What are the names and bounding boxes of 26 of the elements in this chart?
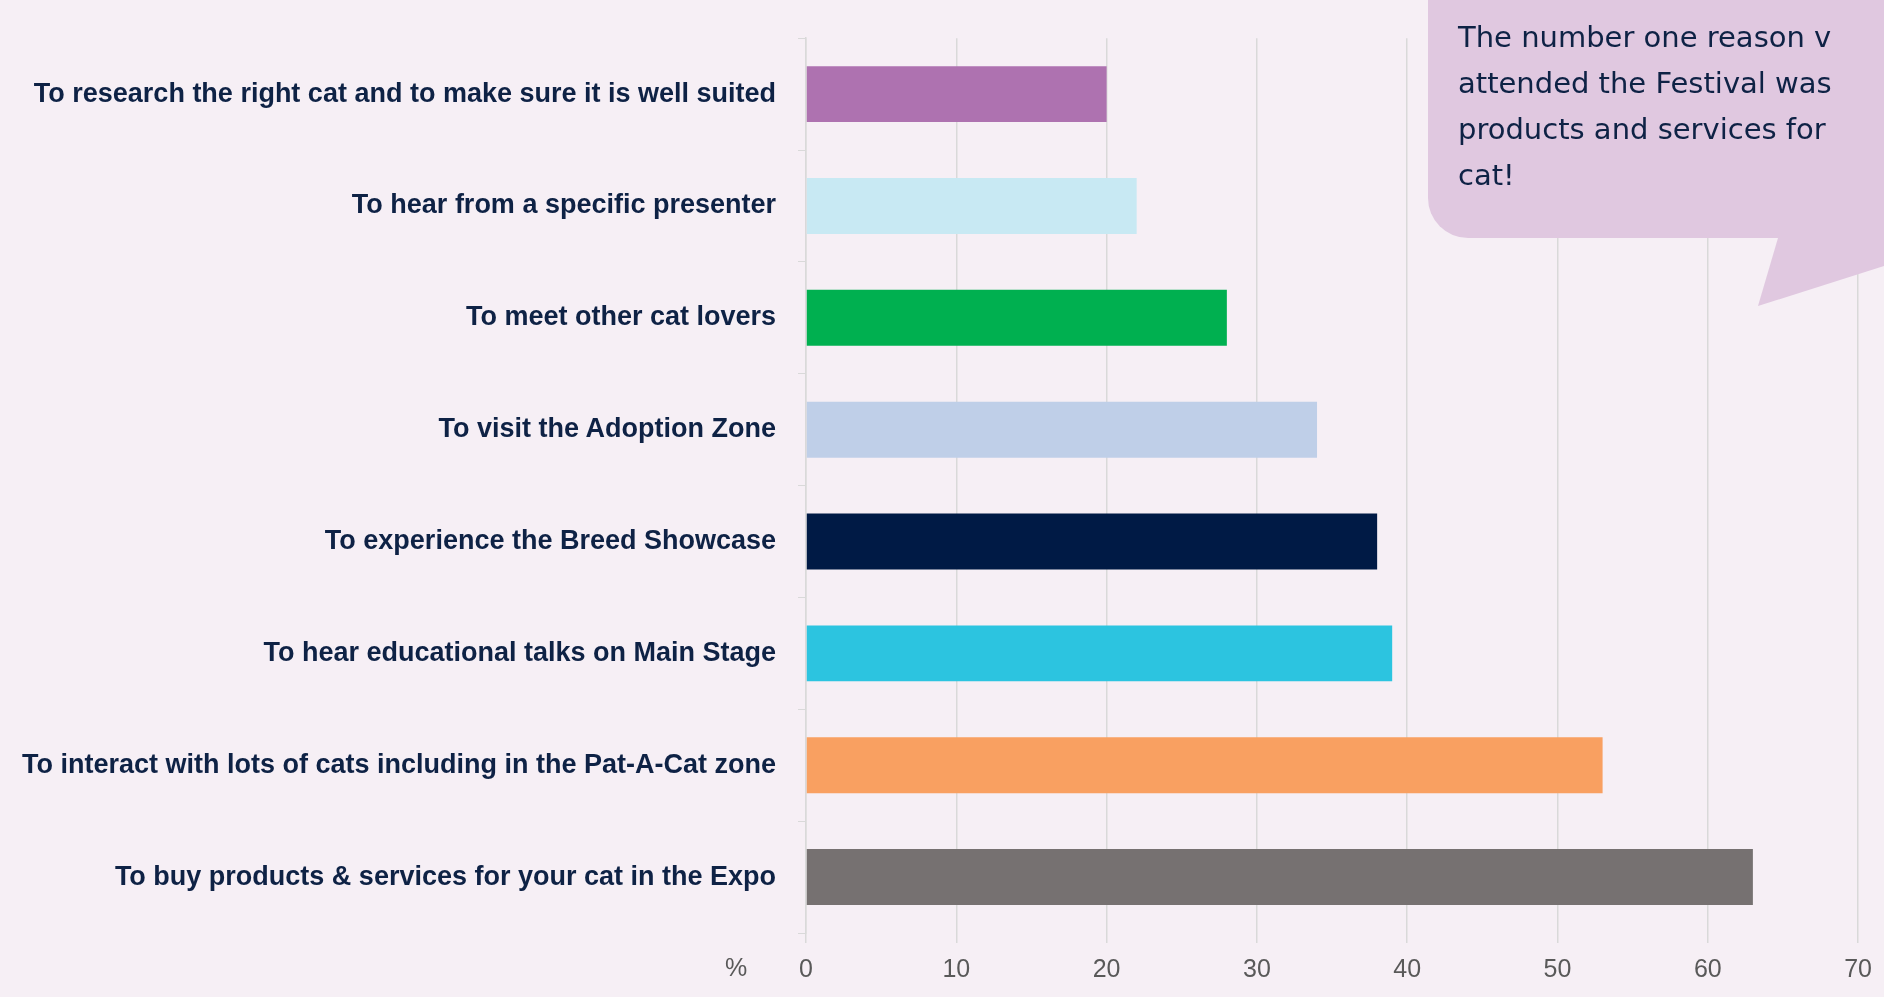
x-tick-label: 10	[942, 953, 971, 982]
x-tick-label: 20	[1092, 953, 1121, 982]
x-tick-label: 50	[1543, 953, 1572, 982]
x-tick-label: 60	[1693, 953, 1722, 982]
bar	[806, 513, 1378, 570]
x-axis-title: %	[724, 953, 748, 982]
x-tick-label: 70	[1844, 953, 1872, 982]
bar	[806, 625, 1393, 682]
bar	[806, 401, 1318, 458]
y-tick-label: To visit the Adoption Zone	[438, 413, 777, 444]
y-tick-label: To buy products & services for your cat in the Expo	[114, 860, 777, 891]
bar	[806, 737, 1603, 794]
x-tick-label: 30	[1243, 953, 1271, 982]
bar	[806, 66, 1107, 123]
annotation: The number one reason v attended the Festival was products and services for cat!	[1428, 0, 1884, 238]
y-tick-label: To meet other cat lovers	[465, 301, 777, 332]
y-tick-label: To interact with lots of cats including in the Pat-A-Cat zone	[21, 748, 777, 779]
y-tick-label: To experience the Breed Showcase	[324, 524, 777, 555]
bar	[806, 289, 1227, 346]
x-tick-label: 40	[1393, 953, 1422, 982]
x-tick-label: 0	[799, 953, 813, 982]
y-tick-label: To hear from a specific presenter	[351, 189, 777, 220]
bar	[806, 178, 1137, 234]
bar	[806, 849, 1753, 906]
y-tick-label: To research the right cat and to make sure it is well suited	[33, 77, 777, 108]
y-tick-label: To hear educational talks on Main Stage	[263, 636, 777, 667]
